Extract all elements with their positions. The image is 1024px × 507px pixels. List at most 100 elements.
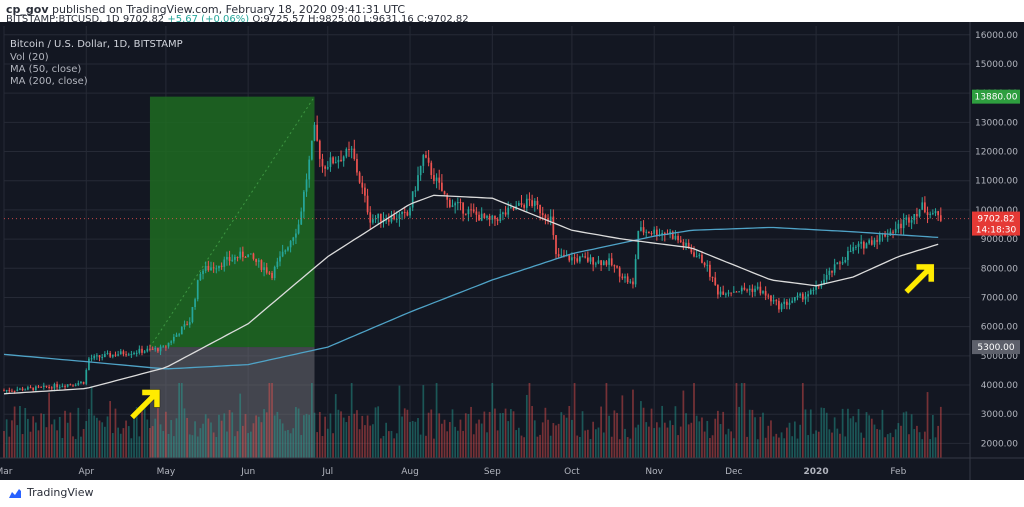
legend-ma200[interactable]: MA (200, close) (10, 76, 88, 87)
candle-body (305, 179, 308, 192)
high-price-tag-bg (972, 89, 1020, 104)
candle-body (199, 274, 202, 281)
candle-body (796, 295, 799, 298)
candle-body (154, 348, 157, 350)
volume-bar (50, 424, 53, 458)
volume-bar (815, 430, 817, 458)
candle-body (332, 157, 334, 164)
candle-body (395, 218, 398, 220)
ma50-line (3, 194, 939, 395)
candle-body (701, 254, 703, 263)
close-value: 9702.82 (427, 14, 469, 25)
volume-bar (167, 433, 170, 458)
legend-volume[interactable]: Vol (20) (10, 52, 49, 63)
candle-body (21, 388, 24, 391)
volume-bar (648, 426, 650, 458)
candle-body (650, 233, 653, 235)
candle-body (215, 268, 218, 270)
candle-body (310, 140, 313, 160)
volume-bar (257, 416, 260, 458)
candle-body (488, 215, 491, 220)
candle-body (334, 162, 337, 164)
candle-body (698, 254, 701, 257)
volume-bar (85, 421, 88, 458)
candle-body (820, 284, 823, 287)
volume-bar (165, 411, 167, 458)
candle-body (626, 276, 629, 283)
candle-body (931, 213, 934, 215)
legend-ma50[interactable]: MA (50, close) (10, 64, 81, 75)
y-tick-label: 7000.00 (981, 293, 1018, 303)
volume-bar (241, 425, 244, 458)
candle-body (913, 213, 916, 221)
volume-bar (839, 433, 841, 458)
volume-bar (119, 433, 122, 458)
volume-bar (284, 430, 287, 458)
volume-bar (470, 406, 472, 458)
candle-body (939, 215, 942, 221)
volume-bar (159, 424, 162, 458)
volume-bar (634, 427, 637, 458)
candle-body (653, 229, 656, 234)
volume-bar (252, 423, 255, 458)
time-axis[interactable]: Mar Apr May Jun Jul Aug Sep Oct Nov Dec 2020 Feb (0, 457, 1024, 477)
candle-body (96, 355, 98, 357)
price-chart[interactable]: 2000.00 3000.00 4000.00 5000.00 6000.00 7000.… (0, 22, 1024, 480)
candle-body (592, 257, 595, 265)
volume-bar (273, 415, 276, 458)
volume-bar (103, 426, 106, 458)
volume-bar (411, 420, 414, 458)
tradingview-logo[interactable]: TradingView (6, 486, 93, 499)
candle-body (804, 296, 807, 300)
author-name[interactable]: cp_gov (6, 3, 49, 16)
footer: TradingView (0, 480, 1024, 507)
candle-body (430, 162, 433, 176)
candle-body (709, 264, 711, 277)
candle-body (661, 232, 664, 235)
candle-body (916, 213, 918, 217)
volume-bar (186, 417, 188, 458)
volume-bar (366, 415, 369, 458)
candle-body (706, 264, 709, 266)
candle-body (403, 211, 406, 213)
volume-bar (305, 413, 308, 458)
volume-bar (175, 418, 178, 458)
candle-body (775, 300, 778, 302)
volume-bar (130, 438, 133, 458)
volume-bar (740, 383, 743, 458)
candle-body (682, 242, 685, 246)
candle-body (560, 254, 563, 257)
volume-bar (27, 418, 29, 458)
candle-body (584, 256, 587, 258)
candle-body (910, 220, 913, 223)
candle-body (11, 390, 13, 392)
candle-body (663, 232, 666, 235)
candle-body (263, 267, 265, 270)
volume-bar (207, 418, 210, 458)
volume-bar (74, 438, 77, 458)
volume-bar (316, 432, 319, 458)
volume-bar (679, 426, 682, 458)
volume-bar (671, 425, 674, 458)
volume-bar (183, 408, 186, 458)
price-axis[interactable]: 2000.00 3000.00 4000.00 5000.00 6000.00 7000.… (969, 22, 1018, 480)
volume-bar (393, 438, 395, 458)
volume-bar (53, 419, 56, 458)
candle-body (791, 300, 794, 303)
volume-bar (931, 415, 934, 458)
candle-body (364, 187, 366, 196)
volume-bar (427, 412, 430, 458)
candle-body (19, 388, 21, 390)
y-tick-label: 2000.00 (981, 439, 1018, 449)
candle-body (411, 191, 414, 208)
candle-body (13, 390, 16, 392)
candle-body (632, 281, 634, 285)
candle-body (642, 227, 645, 233)
volume-bar (263, 409, 265, 458)
candle-body (780, 303, 783, 310)
volume-bar (762, 412, 764, 458)
volume-bar (902, 412, 905, 458)
volume-bar (687, 424, 690, 458)
volume-bar (807, 435, 809, 458)
volume-bar (855, 422, 857, 458)
